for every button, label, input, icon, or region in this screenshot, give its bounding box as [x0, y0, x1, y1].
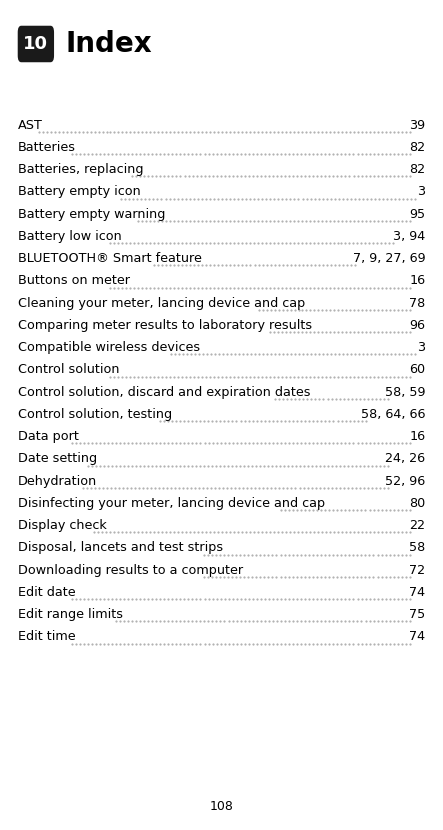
Text: Index: Index: [65, 30, 152, 58]
Text: BLUETOOTH® Smart feature: BLUETOOTH® Smart feature: [18, 252, 202, 265]
Text: 52, 96: 52, 96: [385, 475, 425, 487]
Text: Edit range limits: Edit range limits: [18, 608, 123, 621]
Text: Control solution: Control solution: [18, 364, 119, 376]
FancyBboxPatch shape: [18, 26, 54, 62]
Text: 82: 82: [409, 164, 425, 176]
Text: 7, 9, 27, 69: 7, 9, 27, 69: [353, 252, 425, 265]
Text: Cleaning your meter, lancing device and cap: Cleaning your meter, lancing device and …: [18, 296, 305, 310]
Text: 39: 39: [409, 119, 425, 132]
Text: 58: 58: [409, 541, 425, 554]
Text: 96: 96: [409, 319, 425, 332]
Text: Disposal, lancets and test strips: Disposal, lancets and test strips: [18, 541, 223, 554]
Text: Batteries: Batteries: [18, 141, 76, 154]
Text: Battery low icon: Battery low icon: [18, 230, 121, 243]
Text: Dehydration: Dehydration: [18, 475, 97, 487]
Text: 108: 108: [210, 800, 233, 813]
Text: 16: 16: [409, 430, 425, 443]
Text: 58, 64, 66: 58, 64, 66: [361, 408, 425, 421]
Text: AST: AST: [18, 119, 43, 132]
Text: 24, 26: 24, 26: [385, 452, 425, 466]
Text: Disinfecting your meter, lancing device and cap: Disinfecting your meter, lancing device …: [18, 497, 325, 510]
Text: Compatible wireless devices: Compatible wireless devices: [18, 341, 200, 354]
Text: Edit date: Edit date: [18, 586, 75, 598]
Text: Buttons on meter: Buttons on meter: [18, 275, 130, 287]
Text: 3: 3: [417, 341, 425, 354]
Text: Date setting: Date setting: [18, 452, 97, 466]
Text: Control solution, testing: Control solution, testing: [18, 408, 172, 421]
Text: 75: 75: [409, 608, 425, 621]
Text: Batteries, replacing: Batteries, replacing: [18, 164, 143, 176]
Text: 10: 10: [23, 35, 48, 53]
Text: Battery empty icon: Battery empty icon: [18, 185, 140, 198]
Text: Battery empty warning: Battery empty warning: [18, 208, 165, 221]
Text: 16: 16: [409, 275, 425, 287]
Text: 72: 72: [409, 564, 425, 577]
Text: Downloading results to a computer: Downloading results to a computer: [18, 564, 243, 577]
Text: 58, 59: 58, 59: [385, 386, 425, 398]
Text: 3, 94: 3, 94: [393, 230, 425, 243]
Text: Control solution, discard and expiration dates: Control solution, discard and expiration…: [18, 386, 310, 398]
Text: 95: 95: [409, 208, 425, 221]
Text: 78: 78: [409, 296, 425, 310]
Text: Display check: Display check: [18, 519, 106, 532]
Text: 22: 22: [409, 519, 425, 532]
Text: 60: 60: [409, 364, 425, 376]
Text: Edit time: Edit time: [18, 630, 75, 643]
Text: Comparing meter results to laboratory results: Comparing meter results to laboratory re…: [18, 319, 312, 332]
Text: 3: 3: [417, 185, 425, 198]
Text: 74: 74: [409, 586, 425, 598]
Text: 82: 82: [409, 141, 425, 154]
Text: 80: 80: [409, 497, 425, 510]
Text: Data port: Data port: [18, 430, 78, 443]
Text: 74: 74: [409, 630, 425, 643]
